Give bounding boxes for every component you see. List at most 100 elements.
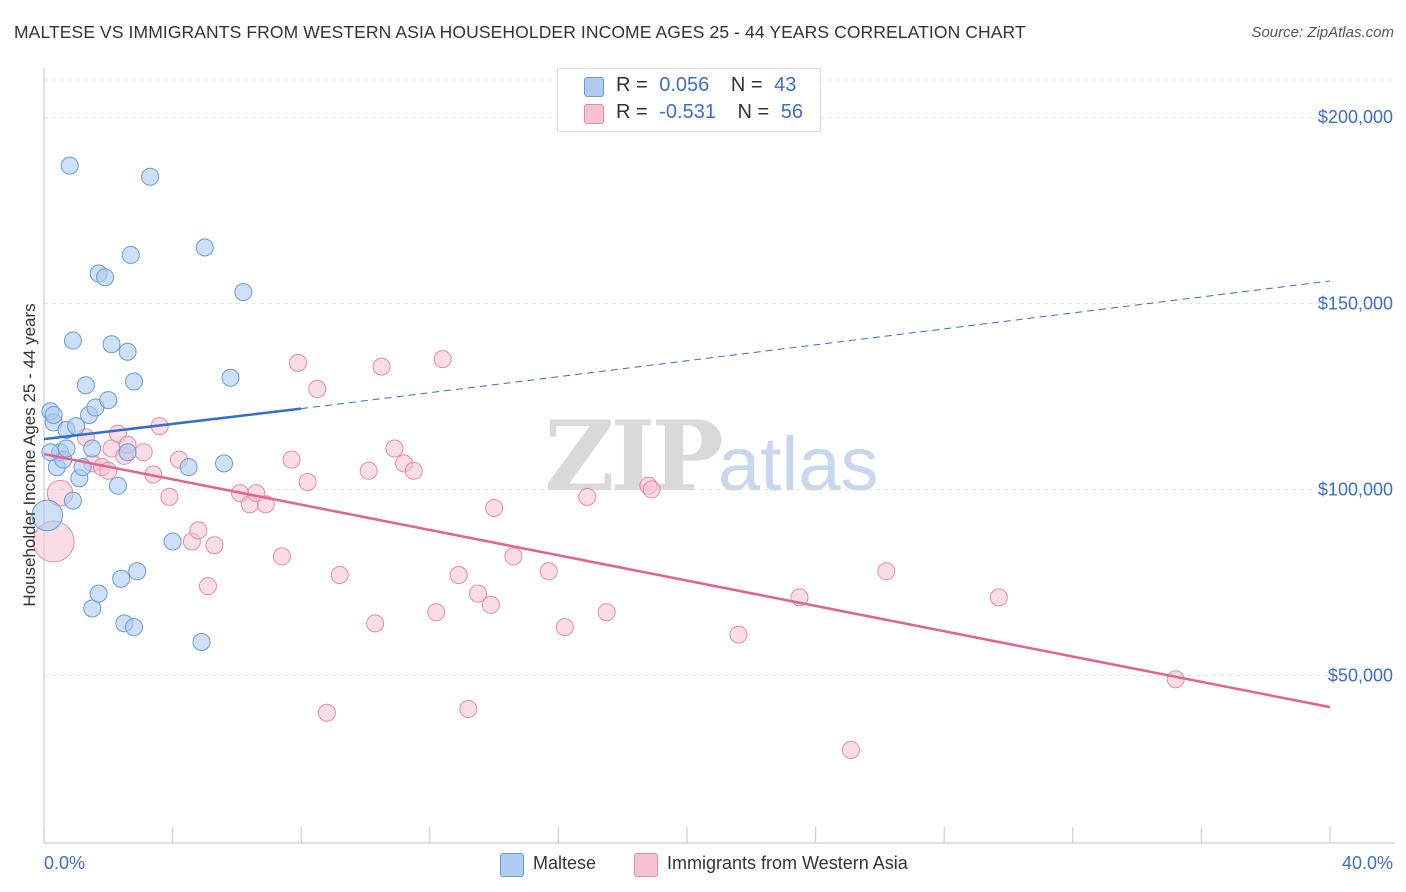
data-point-western-asia xyxy=(272,547,291,566)
data-point-western-asia xyxy=(385,439,404,458)
data-point-western-asia xyxy=(597,603,616,622)
n-label: N = xyxy=(730,74,763,96)
legend-label: Immigrants from Western Asia xyxy=(667,853,908,873)
r-label: R = xyxy=(616,74,648,96)
data-point-maltese xyxy=(83,599,102,618)
n-label: N = xyxy=(737,101,770,123)
data-point-maltese xyxy=(118,443,137,462)
data-point-western-asia xyxy=(372,357,391,376)
data-point-maltese xyxy=(44,405,63,424)
data-point-maltese xyxy=(195,238,214,257)
data-point-western-asia xyxy=(449,566,468,585)
y-tick-labels: $50,000 $100,000 $150,000 $200,000 xyxy=(1318,107,1393,685)
data-point-western-asia xyxy=(989,588,1008,607)
trend-line-western-asia xyxy=(43,452,1331,709)
data-point-maltese xyxy=(63,331,82,350)
r-label: R = xyxy=(616,101,648,123)
data-point-maltese xyxy=(89,584,108,603)
data-point-western-asia xyxy=(317,703,336,722)
data-point-maltese xyxy=(163,532,182,551)
data-point-western-asia xyxy=(198,577,217,596)
data-point-maltese xyxy=(141,167,160,186)
data-point-western-asia xyxy=(189,521,208,540)
data-point-maltese xyxy=(60,156,79,175)
data-point-western-asia xyxy=(404,461,423,480)
data-point-western-asia xyxy=(330,566,349,585)
data-point-western-asia xyxy=(841,740,860,759)
data-point-maltese xyxy=(118,342,137,361)
x-tick-label-min: 0.0% xyxy=(44,853,85,873)
r-value: 0.056 xyxy=(659,74,710,96)
data-point-western-asia xyxy=(256,495,275,514)
source-label: Source: ZipAtlas.com xyxy=(1251,24,1394,41)
data-point-western-asia xyxy=(485,499,504,518)
n-value: 56 xyxy=(780,101,804,123)
data-point-maltese xyxy=(83,439,102,458)
data-point-maltese xyxy=(99,391,118,410)
watermark-zip: ZIP xyxy=(544,400,721,513)
western-asia-swatch xyxy=(584,104,604,124)
data-point-western-asia xyxy=(729,625,748,644)
maltese-swatch xyxy=(584,77,604,97)
data-point-western-asia xyxy=(578,487,597,506)
data-point-maltese xyxy=(215,454,234,473)
y-tick-label: $50,000 xyxy=(1328,666,1393,686)
data-point-western-asia xyxy=(288,353,307,372)
data-point-western-asia xyxy=(555,618,574,637)
data-point-western-asia xyxy=(504,547,523,566)
data-point-maltese xyxy=(125,618,144,637)
data-point-maltese xyxy=(57,439,76,458)
data-point-western-asia xyxy=(1166,670,1185,689)
data-point-maltese xyxy=(96,268,115,287)
watermark-atlas: atlas xyxy=(718,422,879,507)
x-tick-label-max: 40.0% xyxy=(1342,853,1393,873)
data-point-western-asia xyxy=(134,443,153,462)
data-point-western-asia xyxy=(282,450,301,469)
data-point-maltese xyxy=(221,368,240,387)
data-point-maltese xyxy=(63,491,82,510)
y-tick-label: $100,000 xyxy=(1318,479,1393,499)
r-value: -0.531 xyxy=(659,101,716,123)
n-value: 43 xyxy=(774,74,797,96)
data-point-maltese xyxy=(125,372,144,391)
data-point-western-asia xyxy=(481,595,500,614)
data-point-western-asia xyxy=(469,584,488,603)
legend-label: Maltese xyxy=(533,853,597,873)
data-point-maltese xyxy=(76,376,95,395)
data-point-maltese xyxy=(112,569,131,588)
data-point-maltese xyxy=(192,633,211,652)
data-point-western-asia xyxy=(308,379,327,398)
y-tick-label: $200,000 xyxy=(1318,107,1393,127)
trend-lines xyxy=(43,280,1331,709)
series-maltese xyxy=(31,156,253,652)
y-tick-label: $150,000 xyxy=(1318,293,1393,313)
trend-line-maltese xyxy=(43,407,302,441)
trend-line-maltese-extended xyxy=(301,280,1331,410)
data-point-western-asia xyxy=(642,480,661,499)
data-point-western-asia xyxy=(427,603,446,622)
data-point-maltese xyxy=(102,335,121,354)
correlation-legend: R = 0.056 N = 43 R = -0.531 N = 56 xyxy=(557,68,821,132)
data-point-maltese xyxy=(41,443,60,462)
maltese-swatch xyxy=(500,853,524,877)
chart-title: MALTESE VS IMMIGRANTS FROM WESTERN ASIA … xyxy=(14,22,1026,42)
data-point-western-asia xyxy=(459,700,478,719)
data-point-western-asia xyxy=(298,472,317,491)
data-point-maltese xyxy=(121,245,140,264)
series-western-asia xyxy=(32,350,1185,759)
y-axis-label: Householder Income Ages 25 - 44 years xyxy=(20,303,39,607)
data-point-western-asia xyxy=(205,536,224,555)
data-point-western-asia xyxy=(160,487,179,506)
data-point-western-asia xyxy=(433,350,452,369)
data-point-western-asia xyxy=(539,562,558,581)
data-point-maltese xyxy=(234,283,253,302)
data-point-maltese xyxy=(31,499,64,532)
western-asia-swatch xyxy=(634,853,658,877)
data-point-western-asia xyxy=(366,614,385,633)
x-tick-labels: 0.0% 40.0% xyxy=(44,853,1393,873)
data-point-maltese xyxy=(179,458,198,477)
data-point-western-asia xyxy=(877,562,896,581)
data-point-western-asia xyxy=(359,461,378,480)
